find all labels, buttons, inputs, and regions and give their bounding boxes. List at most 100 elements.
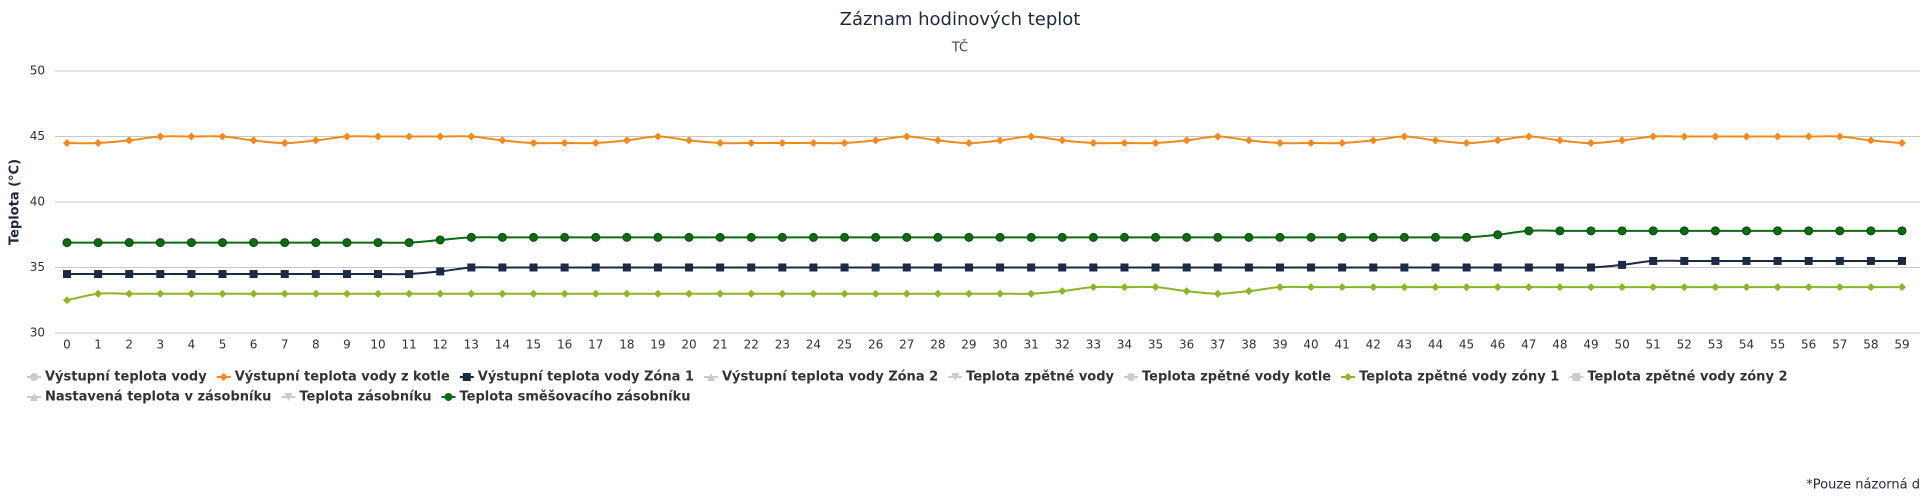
marker — [1649, 256, 1658, 265]
marker — [1742, 283, 1751, 292]
marker — [1058, 136, 1067, 145]
marker — [1804, 256, 1813, 265]
marker — [462, 373, 471, 381]
legend-item: Výstupní teplota vody — [27, 370, 207, 385]
x-tick-label: 50 — [1614, 338, 1629, 352]
marker — [653, 289, 662, 298]
marker — [1369, 263, 1378, 272]
marker — [1586, 226, 1596, 236]
marker — [342, 270, 351, 279]
x-tick-label: 39 — [1272, 338, 1287, 352]
marker — [1344, 373, 1353, 381]
legend-item: Výstupní teplota vody z kotle — [216, 370, 450, 385]
marker — [529, 232, 539, 242]
marker — [902, 263, 911, 272]
marker — [1244, 287, 1253, 296]
x-tick-label: 58 — [1863, 338, 1878, 352]
marker — [1368, 232, 1378, 242]
marker — [1835, 256, 1844, 265]
x-tick-label: 15 — [526, 338, 541, 352]
marker — [342, 238, 352, 248]
marker — [778, 263, 787, 272]
x-tick-label: 38 — [1241, 338, 1256, 352]
marker — [1866, 256, 1875, 265]
x-tick-label: 0 — [63, 338, 71, 352]
marker — [1400, 283, 1409, 292]
marker — [716, 139, 725, 148]
marker — [622, 289, 631, 298]
marker — [1493, 230, 1503, 240]
marker — [1773, 283, 1782, 292]
marker — [964, 139, 973, 148]
marker — [63, 270, 71, 279]
marker — [1089, 283, 1098, 292]
series-line — [66, 135, 1903, 145]
legend-item: Teplota zásobníku — [281, 390, 431, 405]
marker — [747, 139, 756, 148]
marker — [187, 270, 196, 279]
marker — [1835, 226, 1845, 236]
x-tick-label: 18 — [619, 338, 634, 352]
marker — [1462, 283, 1471, 292]
x-tick-label: 7 — [281, 338, 289, 352]
marker — [1213, 232, 1223, 242]
marker — [1555, 226, 1565, 236]
marker — [706, 373, 715, 381]
marker — [871, 232, 881, 242]
marker — [1866, 136, 1875, 145]
x-tick-label: 32 — [1055, 338, 1070, 352]
marker — [436, 132, 445, 141]
marker — [902, 132, 911, 141]
x-tick-label: 29 — [961, 338, 976, 352]
marker — [1898, 256, 1906, 265]
marker — [219, 373, 228, 381]
marker — [94, 270, 103, 279]
marker — [1711, 256, 1720, 265]
marker — [1089, 263, 1098, 272]
marker — [809, 263, 818, 272]
marker — [444, 393, 453, 401]
marker — [1555, 136, 1564, 145]
marker — [1649, 283, 1658, 292]
marker — [1057, 232, 1067, 242]
marker — [1151, 232, 1161, 242]
marker — [964, 263, 973, 272]
marker — [1742, 132, 1751, 141]
marker — [995, 232, 1005, 242]
marker — [1524, 263, 1533, 272]
marker — [1711, 283, 1720, 292]
marker — [1119, 232, 1129, 242]
x-tick-label: 59 — [1894, 338, 1909, 352]
marker — [1680, 256, 1689, 265]
marker — [466, 232, 476, 242]
series-line — [66, 285, 1902, 302]
marker — [1275, 232, 1285, 242]
legend-item: Teplota zpětné vody — [948, 370, 1115, 385]
x-tick-label: 41 — [1335, 338, 1350, 352]
marker — [467, 289, 476, 298]
x-tick-label: 13 — [464, 338, 479, 352]
marker — [404, 238, 414, 248]
marker — [747, 289, 756, 298]
marker — [529, 139, 538, 148]
marker — [1804, 132, 1813, 141]
marker — [1127, 373, 1136, 381]
y-tick-label: 35 — [30, 260, 45, 274]
legend-item: Výstupní teplota vody Zóna 1 — [459, 370, 694, 385]
legend-item: Teplota směšovacího zásobníku — [441, 390, 690, 405]
marker — [156, 289, 165, 298]
marker — [1773, 132, 1782, 141]
marker — [1462, 263, 1471, 272]
marker — [1151, 139, 1160, 148]
x-tick-label: 16 — [557, 338, 572, 352]
marker — [1089, 139, 1098, 148]
marker — [715, 232, 725, 242]
marker — [125, 270, 134, 279]
x-tick-label: 30 — [992, 338, 1007, 352]
marker — [1493, 136, 1502, 145]
marker — [1369, 283, 1378, 292]
marker — [1462, 232, 1472, 242]
marker — [1307, 263, 1316, 272]
x-tick-label: 40 — [1303, 338, 1318, 352]
marker — [1337, 232, 1347, 242]
